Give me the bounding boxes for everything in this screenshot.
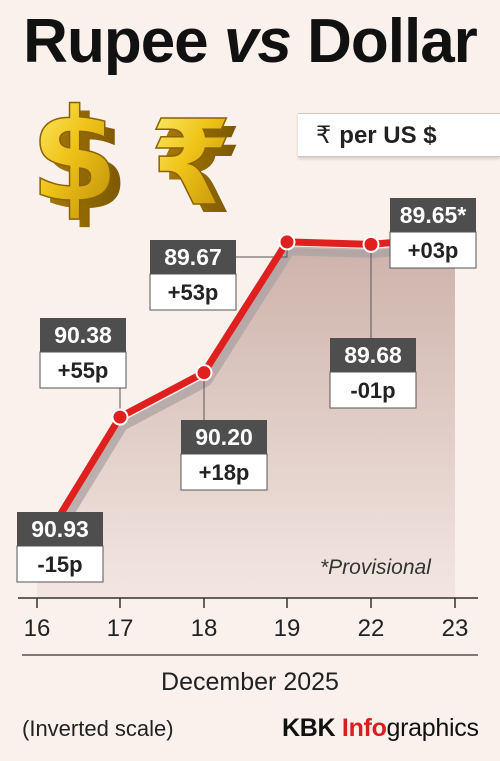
change-label-bg	[180, 453, 268, 491]
credit-rest: graphics	[386, 714, 479, 742]
inverted-scale-note: (Inverted scale)	[22, 716, 174, 741]
data-point-17	[111, 408, 129, 426]
data-label-16: 90.93 -15p	[16, 512, 104, 583]
data-label-18: 90.20 +18p	[180, 420, 268, 491]
tick-label-18: 18	[191, 615, 218, 642]
rupee-sign-icon: ₹ ₹	[149, 93, 242, 240]
value-label: 90.20	[195, 424, 253, 450]
unit-text: per US $	[339, 122, 437, 149]
svg-text:₹: ₹	[160, 102, 242, 240]
change-label-bg	[149, 273, 237, 311]
change-label: -15p	[37, 552, 82, 577]
tick-label-16: 16	[24, 615, 51, 642]
value-label-bg	[181, 420, 267, 454]
x-axis-title: December 2025	[161, 668, 339, 696]
tick-label-22: 22	[358, 615, 385, 642]
change-label: -01p	[350, 378, 395, 403]
credit-brand: KBK	[282, 714, 342, 742]
svg-text:₹: ₹	[150, 94, 232, 232]
data-point-22	[362, 235, 380, 253]
change-label-bg	[39, 351, 127, 389]
tick-label-19: 19	[274, 615, 301, 642]
unit-symbol: ₹	[316, 122, 332, 149]
value-label: 89.65*	[400, 202, 467, 228]
chart-title: Rupee vs Dollar	[0, 6, 500, 77]
tick-label-17: 17	[107, 615, 134, 642]
tick-label-23: 23	[442, 615, 469, 642]
data-label-17: 90.38 +55p	[39, 318, 127, 389]
unit-label: ₹ per US $	[298, 113, 500, 157]
x-ticks: 16 17 18 19 22 23	[24, 598, 469, 642]
data-point-19	[278, 233, 296, 251]
change-label: +18p	[199, 460, 250, 485]
data-point-18	[195, 364, 213, 382]
dollar-sign-icon: $ $	[29, 81, 129, 239]
data-label-23: 89.65* +03p	[389, 198, 477, 269]
title-rupee: Rupee	[23, 7, 208, 76]
change-label-bg	[16, 545, 104, 583]
series-line	[34, 233, 456, 555]
value-label: 90.93	[31, 516, 89, 542]
value-label-bg	[150, 240, 236, 274]
provisional-note: *Provisional	[320, 556, 431, 579]
title-dollar: Dollar	[307, 7, 478, 76]
value-label-bg	[17, 512, 103, 546]
value-label: 90.38	[54, 322, 112, 348]
title-vs: vs	[223, 7, 292, 76]
credit-info: Info	[341, 714, 387, 742]
value-label-bg	[330, 338, 416, 372]
value-label: 89.68	[344, 342, 402, 368]
svg-text:$: $	[40, 90, 129, 239]
data-labels: 90.93-15p90.38+55p90.20+18p89.67+53p89.6…	[16, 198, 477, 583]
change-label: +55p	[58, 358, 109, 383]
data-label-22: 89.68 -01p	[329, 338, 417, 409]
svg-text:$: $	[30, 82, 119, 231]
change-label-bg	[389, 231, 477, 269]
change-label-bg	[329, 371, 417, 409]
change-label: +53p	[168, 280, 219, 305]
change-label: +03p	[408, 238, 459, 263]
credit: KBK Infographics	[282, 714, 479, 743]
line-shadow	[36, 241, 459, 565]
value-label-bg	[390, 198, 476, 232]
value-label: 89.67	[164, 244, 222, 270]
value-label-bg	[40, 318, 126, 352]
data-label-19: 89.67 +53p	[149, 240, 237, 311]
